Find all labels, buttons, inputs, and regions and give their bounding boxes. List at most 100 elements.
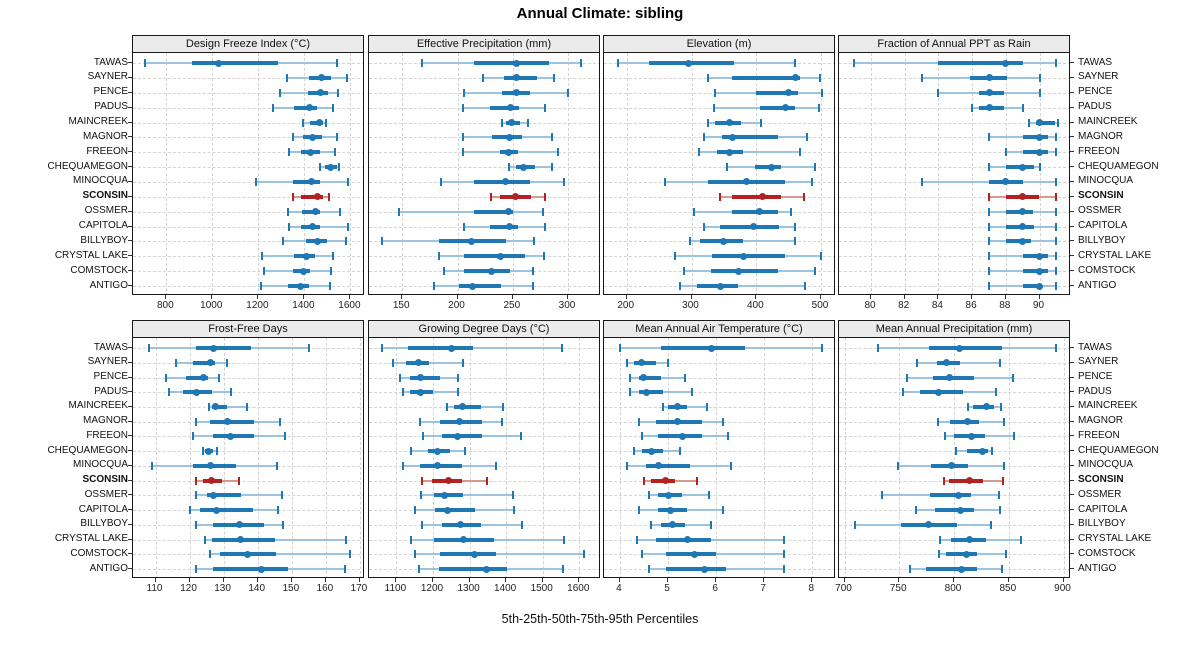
percentile-box-sconsin (731, 194, 781, 199)
axis-tick (903, 295, 905, 299)
percentile-cap-sconsin (695, 476, 698, 485)
median-dot-antigo (469, 282, 477, 290)
median-dot-minocqua (1002, 178, 1010, 186)
median-dot-chequamegon (327, 163, 335, 171)
percentile-cap-minocqua (663, 177, 666, 186)
percentile-cap-sconsin (195, 476, 198, 485)
percentile-cap-billyboy (710, 520, 713, 529)
percentile-cap-billyboy (195, 520, 198, 529)
median-dot-freeon (227, 432, 234, 440)
percentile-box-chequamegon (967, 449, 988, 454)
median-dot-chequamegon (1019, 163, 1027, 171)
percentile-cap-billyboy (650, 520, 653, 529)
axis-tick-label: 7 (760, 583, 766, 594)
horizontal-gridline (133, 271, 363, 273)
axis-tick-label: 250 (503, 300, 521, 311)
percentile-cap-ossmer (280, 491, 283, 500)
median-dot-comstock (1036, 267, 1043, 275)
percentile-cap-magnor (278, 417, 281, 426)
percentile-cap-freeon (1055, 148, 1058, 157)
site-label-right-sayner: SAYNER (1078, 71, 1119, 83)
percentile-cap-sayner (552, 73, 555, 82)
percentile-cap-crystal-lake (674, 252, 677, 261)
vertical-gridline (542, 338, 544, 577)
median-dot-antigo (958, 565, 966, 573)
percentile-cap-ossmer (880, 491, 883, 500)
row-tick-left (128, 180, 132, 182)
axis-tick (395, 578, 397, 582)
row-tick-left (128, 195, 132, 197)
axis-tick (257, 295, 259, 299)
median-dot-ossmer (664, 491, 672, 499)
site-label-tawas: TAWAS (93, 341, 128, 353)
vertical-gridline (954, 338, 955, 577)
median-dot-capitola (213, 506, 221, 514)
percentile-cap-capitola (999, 506, 1001, 515)
vertical-gridline (257, 338, 259, 577)
axis-tick-label: 800 (156, 300, 174, 311)
site-label-ossmer: OSSMER (84, 488, 128, 500)
percentile-cap-padus (971, 103, 974, 112)
percentile-cap-magnor (291, 133, 294, 142)
percentile-cap-ossmer (647, 491, 650, 500)
axis-tick-label: 120 (180, 583, 197, 594)
percentile-cap-comstock (329, 267, 332, 276)
row-tick-right (1070, 435, 1074, 437)
horizontal-gridline (369, 167, 599, 169)
horizontal-gridline (604, 362, 834, 364)
vertical-gridline (1005, 53, 1007, 294)
percentile-cap-tawas (147, 344, 150, 352)
axis-tick (256, 578, 258, 582)
median-dot-padus (305, 104, 313, 112)
percentile-cap-antigo (988, 282, 990, 290)
percentile-cap-sconsin (1002, 476, 1005, 485)
axis-tick (625, 295, 627, 299)
site-label-magnor: MAGNOR (83, 130, 128, 142)
percentile-cap-padus (1021, 103, 1024, 112)
median-dot-comstock (734, 267, 742, 275)
percentile-box-comstock (946, 552, 977, 557)
percentile-cap-minocqua (151, 461, 154, 470)
percentile-cap-pence (399, 373, 402, 382)
axis-tick (154, 578, 156, 582)
axis-tick-label: 1600 (338, 300, 361, 311)
percentile-cap-capitola (347, 222, 350, 231)
median-dot-minocqua (434, 462, 442, 470)
median-dot-freeon (1036, 148, 1043, 156)
site-label-comstock: COMSTOCK (70, 264, 128, 276)
vertical-gridline (691, 53, 693, 294)
row-tick-right (1070, 494, 1074, 496)
row-tick-left (128, 91, 132, 93)
percentile-box-antigo (925, 567, 977, 571)
row-tick-right (1070, 180, 1074, 182)
percentile-cap-antigo (343, 565, 346, 573)
percentile-cap-pence (820, 88, 823, 97)
percentile-cap-chequamegon (679, 447, 681, 456)
percentile-cap-capitola (277, 506, 280, 515)
horizontal-gridline (839, 167, 1069, 169)
horizontal-gridline (839, 226, 1069, 228)
percentile-cap-capitola (188, 506, 191, 515)
vertical-gridline (716, 338, 718, 577)
horizontal-gridline (133, 167, 363, 169)
percentile-cap-sconsin (802, 192, 805, 201)
row-tick-left (128, 376, 132, 378)
row-tick-left (128, 76, 132, 78)
median-dot-tawas (956, 344, 963, 352)
row-tick-right (1070, 509, 1074, 511)
axis-tick (432, 578, 433, 582)
median-dot-padus (417, 388, 425, 396)
axis-tick-label: 84 (931, 300, 943, 311)
row-tick-left (128, 106, 132, 108)
row-tick-left (128, 255, 132, 257)
row-tick-left (128, 347, 132, 348)
site-label-crystal-lake: CRYSTAL LAKE (54, 533, 128, 544)
horizontal-gridline (133, 286, 363, 287)
median-dot-tawas (214, 59, 222, 67)
horizontal-gridline (604, 480, 834, 482)
percentile-cap-pence (164, 373, 167, 382)
axis-tick (349, 295, 351, 299)
percentile-box-comstock (464, 269, 511, 274)
percentile-cap-billyboy (532, 237, 535, 246)
site-label-pence: PENCE (93, 371, 128, 382)
